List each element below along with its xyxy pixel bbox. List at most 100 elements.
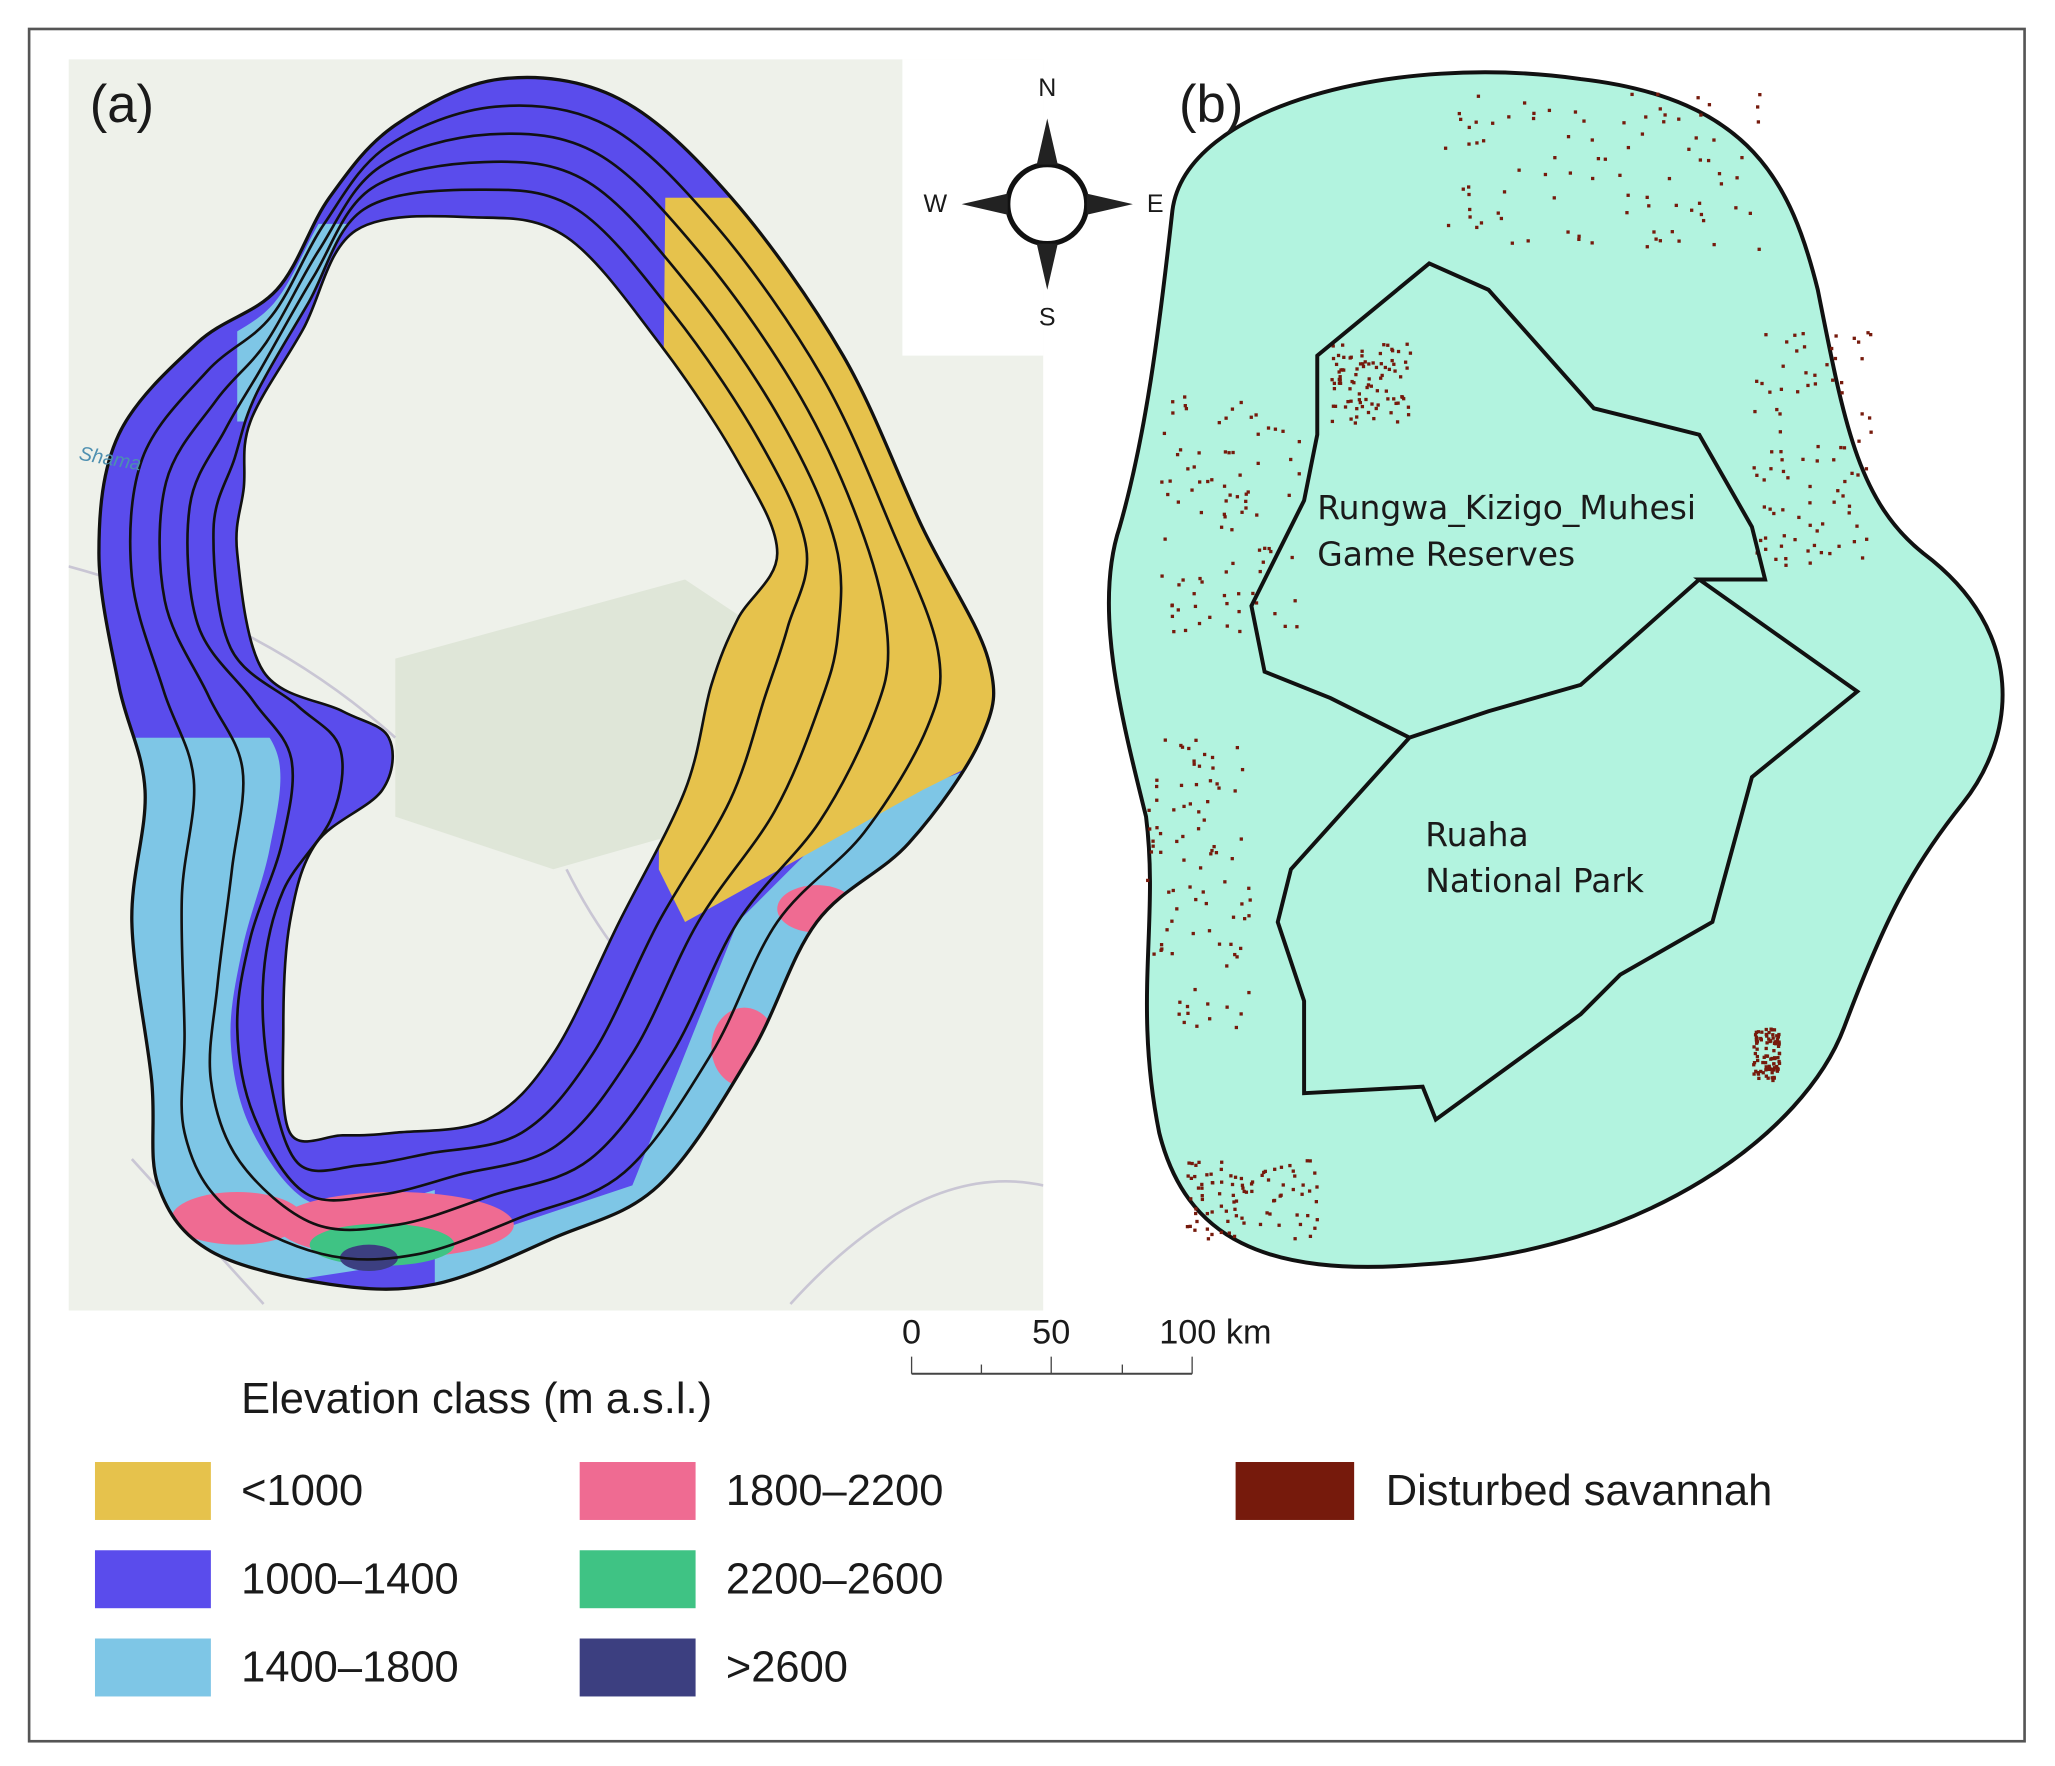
disturbance bbox=[1772, 1028, 1777, 1032]
disturbance bbox=[1260, 1173, 1264, 1178]
disturbance bbox=[1239, 400, 1243, 405]
disturbance bbox=[1217, 1192, 1222, 1196]
disturbance bbox=[1841, 494, 1845, 498]
disturbance bbox=[1175, 452, 1180, 457]
disturbance bbox=[1764, 547, 1768, 551]
disturbance bbox=[1622, 121, 1626, 125]
disturbance bbox=[1717, 172, 1722, 176]
disturbance bbox=[1231, 561, 1235, 566]
disturbance bbox=[1366, 410, 1371, 415]
disturbance bbox=[1358, 362, 1363, 366]
disturbance bbox=[1354, 372, 1358, 377]
disturbance bbox=[1235, 745, 1240, 750]
disturbance bbox=[1283, 624, 1287, 629]
disturbance bbox=[1396, 401, 1400, 405]
disturbance bbox=[1734, 206, 1738, 210]
disturbance bbox=[1860, 412, 1864, 416]
disturbance bbox=[1777, 1052, 1782, 1056]
disturbance bbox=[1240, 1183, 1245, 1187]
disturbance bbox=[1191, 931, 1195, 936]
disturbance bbox=[1771, 1078, 1775, 1083]
disturbance bbox=[1225, 624, 1229, 628]
legend-label: <1000 bbox=[241, 1467, 363, 1515]
disturbance bbox=[1179, 783, 1184, 788]
disturbance bbox=[1178, 1000, 1182, 1004]
disturbance bbox=[1193, 987, 1197, 992]
disturbance bbox=[1170, 614, 1175, 619]
disturbance bbox=[1403, 360, 1408, 364]
disturbance bbox=[1770, 1076, 1774, 1080]
disturbance bbox=[1761, 1071, 1765, 1075]
disturbance bbox=[1353, 421, 1358, 425]
disturbance bbox=[1176, 500, 1181, 504]
disturbance bbox=[1847, 504, 1852, 508]
disturbance bbox=[1815, 459, 1819, 463]
disturbance bbox=[1517, 168, 1521, 172]
disturbance bbox=[1467, 192, 1471, 197]
disturbance bbox=[1590, 241, 1594, 245]
disturbance bbox=[1258, 1222, 1263, 1227]
disturbance bbox=[1224, 499, 1228, 503]
compass bbox=[961, 118, 1133, 290]
disturbance bbox=[1255, 513, 1259, 517]
disturbance bbox=[1785, 340, 1789, 344]
disturbance bbox=[1663, 113, 1667, 117]
buffer-contour bbox=[128, 104, 942, 1261]
disturbance bbox=[1265, 1211, 1269, 1215]
disturbance bbox=[1756, 120, 1761, 124]
disturbance bbox=[1159, 850, 1163, 854]
disturbance bbox=[1234, 1199, 1239, 1203]
disturbance bbox=[1772, 1068, 1776, 1072]
disturbance bbox=[1764, 1046, 1768, 1051]
elevation-band bbox=[658, 197, 994, 922]
disturbance bbox=[1772, 1066, 1777, 1070]
disturbance bbox=[1762, 505, 1767, 509]
disturbance bbox=[1712, 138, 1716, 142]
disturbance bbox=[1183, 628, 1188, 633]
disturbance bbox=[1210, 1232, 1214, 1237]
disturbance bbox=[1767, 1030, 1771, 1035]
disturbance bbox=[1244, 506, 1248, 510]
disturbance bbox=[1233, 1207, 1237, 1211]
disturbance bbox=[1770, 1071, 1774, 1075]
disturbance bbox=[1856, 340, 1861, 344]
disturbance bbox=[1591, 176, 1595, 181]
disturbance bbox=[1240, 1216, 1244, 1220]
disturbance bbox=[1300, 1192, 1304, 1196]
disturbance bbox=[1198, 866, 1203, 870]
disturbance bbox=[1801, 457, 1805, 462]
disturbance bbox=[1330, 378, 1334, 382]
disturbance bbox=[1850, 471, 1854, 476]
disturbance bbox=[1176, 608, 1180, 612]
disturbance bbox=[1694, 136, 1698, 140]
compass-label: E bbox=[1147, 190, 1164, 218]
disturbance bbox=[1596, 156, 1601, 161]
disturbance bbox=[1762, 478, 1766, 482]
disturbance bbox=[1155, 778, 1159, 782]
disturbance bbox=[1776, 1067, 1780, 1071]
disturbance bbox=[1759, 1069, 1763, 1074]
disturbance bbox=[1865, 537, 1869, 541]
disturbance bbox=[1763, 536, 1768, 540]
compass-label: N bbox=[1038, 74, 1056, 102]
disturbance bbox=[1293, 1237, 1297, 1241]
disturbance bbox=[1690, 208, 1694, 212]
disturbance bbox=[1522, 101, 1527, 105]
scale-label: 0 bbox=[902, 1313, 921, 1351]
disturbance bbox=[1378, 351, 1383, 356]
disturbance bbox=[1220, 1180, 1224, 1184]
disturbance bbox=[1257, 548, 1262, 552]
disturbance bbox=[1687, 147, 1691, 151]
disturbance bbox=[1772, 1056, 1777, 1060]
disturbance bbox=[1194, 897, 1198, 902]
disturbance bbox=[1313, 1171, 1317, 1175]
disturbance bbox=[1764, 1027, 1768, 1032]
disturbance bbox=[1201, 890, 1205, 894]
disturbance bbox=[1211, 766, 1215, 770]
disturbance bbox=[1781, 364, 1785, 368]
disturbance bbox=[1755, 379, 1759, 383]
disturbance bbox=[1459, 117, 1463, 122]
disturbance bbox=[1775, 1040, 1779, 1044]
disturbance bbox=[1712, 242, 1716, 247]
disturbance bbox=[1389, 411, 1393, 415]
